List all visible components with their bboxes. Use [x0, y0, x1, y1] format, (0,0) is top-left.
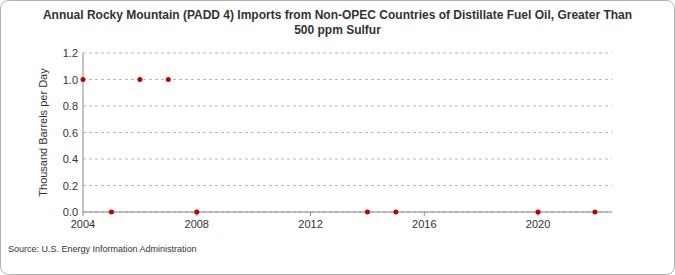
grid-line	[83, 185, 612, 186]
x-tick	[310, 212, 311, 216]
point	[194, 210, 199, 215]
y-tick-label: 1.2	[63, 47, 78, 59]
grid-line	[83, 132, 612, 133]
y-tick-label: 0.2	[63, 180, 78, 192]
x-tick	[424, 212, 425, 216]
y-axis	[83, 53, 84, 212]
x-tick-label: 2020	[526, 218, 550, 230]
title: 500 ppm Sulfur	[294, 23, 381, 37]
grid-line	[83, 106, 612, 107]
title-group: Annual Rocky Mountain (PADD 4) Imports f…	[43, 8, 632, 37]
y-tick-label: 1.0	[63, 74, 78, 86]
point	[109, 210, 114, 215]
frame	[1, 1, 675, 275]
y-tick-label: 0.0	[63, 206, 78, 218]
point	[81, 77, 86, 82]
point	[137, 77, 142, 82]
source: Source: U.S. Energy Information Administ…	[8, 244, 197, 254]
x-tick-label: 2008	[185, 218, 209, 230]
grid-line	[83, 79, 612, 80]
y-tick-label: 0.6	[63, 127, 78, 139]
point	[365, 210, 370, 215]
title: Annual Rocky Mountain (PADD 4) Imports f…	[43, 8, 632, 22]
point	[166, 77, 171, 82]
grid-line	[83, 53, 612, 54]
point	[536, 210, 541, 215]
x-tick	[83, 212, 84, 216]
y-tick-label: 0.8	[63, 100, 78, 112]
grid-line	[83, 212, 612, 213]
x-axis	[83, 212, 612, 213]
point	[592, 210, 597, 215]
x-tick-label: 2012	[298, 218, 322, 230]
y-tick-label: 0.4	[63, 153, 78, 165]
point	[393, 210, 398, 215]
x-tick-label: 2004	[71, 218, 95, 230]
x-tick-label: 2016	[412, 218, 436, 230]
points	[81, 77, 598, 215]
grid-line	[83, 159, 612, 160]
y-axis-label: Thousand Barrels per Day	[37, 68, 49, 197]
